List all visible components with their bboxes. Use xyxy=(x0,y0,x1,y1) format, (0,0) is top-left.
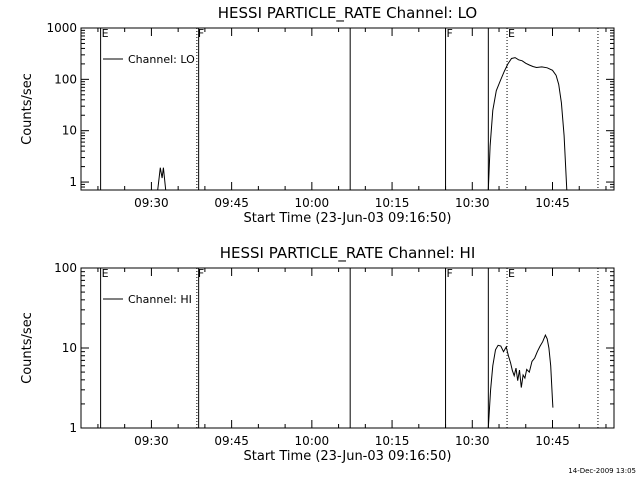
series-line xyxy=(487,57,568,191)
y-tick-label: 100 xyxy=(54,72,77,86)
series-line xyxy=(487,333,554,429)
x-tick-label: 10:30 xyxy=(455,196,490,210)
event-marker-label: F xyxy=(447,267,453,280)
x-tick-label: 09:45 xyxy=(214,434,249,448)
x-tick-label: 09:30 xyxy=(134,196,169,210)
x-tick-label: 10:00 xyxy=(295,434,330,448)
y-tick-label: 10 xyxy=(62,124,77,138)
event-marker-label: E xyxy=(102,27,109,40)
event-marker-label: E xyxy=(102,267,109,280)
panel-lo: HESSI PARTICLE_RATE Channel: LO 09:30 09:4… xyxy=(20,4,615,226)
x-tick-label: 10:45 xyxy=(535,434,570,448)
legend-label: Channel: HI xyxy=(128,293,192,306)
event-marker-label: F xyxy=(198,267,204,280)
chart-title: HESSI PARTICLE_RATE Channel: HI xyxy=(220,244,476,263)
event-marker-label: E xyxy=(508,267,515,280)
chart-title: HESSI PARTICLE_RATE Channel: LO xyxy=(218,4,477,23)
x-tick-label: 09:30 xyxy=(134,434,169,448)
y-tick-label: 10 xyxy=(62,341,77,355)
panel-hi: HESSI PARTICLE_RATE Channel: HI 09:30 09:4… xyxy=(20,244,615,464)
legend-label: Channel: LO xyxy=(128,53,195,66)
x-axis-label: Start Time (23-Jun-03 09:16:50) xyxy=(244,211,452,226)
y-tick-label: 1 xyxy=(69,421,77,435)
y-axis-label: Counts/sec xyxy=(20,73,35,145)
event-marker-label: E xyxy=(508,27,515,40)
event-marker-label: F xyxy=(447,27,453,40)
footer-timestamp: 14-Dec-2009 13:05 xyxy=(568,467,636,475)
plot-frame xyxy=(80,27,615,191)
series-line xyxy=(157,167,167,191)
y-tick-label: 1000 xyxy=(46,21,77,35)
y-axis-label: Counts/sec xyxy=(20,312,35,384)
plot-frame xyxy=(80,267,615,429)
x-tick-label: 10:15 xyxy=(375,434,410,448)
x-axis-label: Start Time (23-Jun-03 09:16:50) xyxy=(244,449,452,464)
x-tick-label: 10:30 xyxy=(455,434,490,448)
x-tick-label: 10:00 xyxy=(295,196,330,210)
event-marker-label: F xyxy=(198,27,204,40)
y-tick-label: 1 xyxy=(69,175,77,189)
x-tick-label: 10:15 xyxy=(375,196,410,210)
x-tick-label: 10:45 xyxy=(535,196,570,210)
y-tick-label: 100 xyxy=(54,261,77,275)
x-tick-label: 09:45 xyxy=(214,196,249,210)
